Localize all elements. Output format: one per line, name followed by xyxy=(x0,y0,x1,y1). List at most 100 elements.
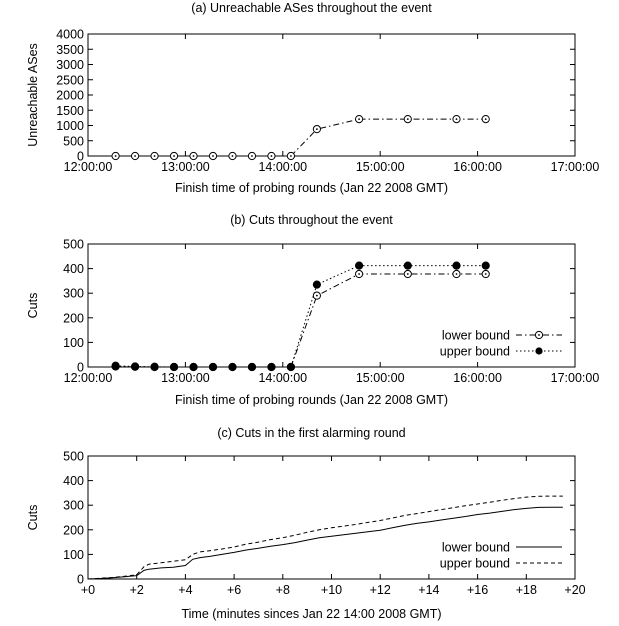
y-axis-label: Cuts xyxy=(26,505,40,531)
legend-marker-center xyxy=(538,334,540,336)
chart-panel-1: (b) Cuts throughout the event 0 100 200 300 4… xyxy=(26,213,599,407)
data-point-center xyxy=(231,155,234,157)
y-tick-label: 3500 xyxy=(56,43,84,57)
data-point xyxy=(354,261,364,270)
x-tick-label: +2 xyxy=(130,583,144,597)
y-tick-label: 500 xyxy=(63,134,84,148)
data-point-center xyxy=(455,118,458,120)
x-tick-label: 15:00:00 xyxy=(356,371,405,385)
x-tick-label: +10 xyxy=(321,583,342,597)
series-line-0 xyxy=(115,273,486,368)
x-tick-label: +18 xyxy=(516,583,537,597)
data-point xyxy=(481,261,490,270)
x-tick-label: 16:00:00 xyxy=(453,160,502,174)
x-tick-label: +20 xyxy=(564,583,585,597)
y-tick-label: 300 xyxy=(63,499,84,513)
data-point-center xyxy=(358,118,360,120)
data-point xyxy=(189,362,198,372)
chart-panel-2: (c) Cuts in the first alarming round 0 100… xyxy=(26,426,586,621)
legend-marker xyxy=(535,347,543,355)
data-point xyxy=(169,362,179,372)
data-point-center xyxy=(290,155,292,157)
y-tick-label: 3000 xyxy=(56,58,84,72)
x-axis-label: Finish time of probing rounds (Jan 22 20… xyxy=(175,181,448,195)
chart-title: (c) Cuts in the first alarming round xyxy=(217,426,405,440)
data-point-center xyxy=(455,273,458,275)
x-tick-label: +0 xyxy=(81,583,95,597)
x-axis-label: Finish time of probing rounds (Jan 22 20… xyxy=(175,393,448,407)
data-point-center xyxy=(251,155,253,157)
x-tick-label: 17:00:00 xyxy=(551,160,600,174)
y-axis-label: Cuts xyxy=(26,293,40,319)
data-point xyxy=(228,362,237,372)
y-tick-label: 1500 xyxy=(56,104,84,118)
data-point xyxy=(208,362,218,372)
data-point-center xyxy=(484,273,487,275)
data-point-center xyxy=(192,155,195,157)
legend-label: upper bound xyxy=(440,557,510,571)
y-tick-label: 0 xyxy=(77,361,84,375)
legend-label: lower bound xyxy=(442,541,510,555)
chart-title: (a) Unreachable ASes throughout the even… xyxy=(191,1,432,15)
y-tick-label: 0 xyxy=(77,573,84,587)
x-tick-label: 13:00:00 xyxy=(161,160,210,174)
data-point-center xyxy=(315,294,318,297)
legend-label: upper bound xyxy=(440,345,510,359)
data-point-center xyxy=(114,155,117,157)
data-point-center xyxy=(484,118,487,120)
y-tick-label: 2000 xyxy=(56,89,84,103)
x-tick-label: 14:00:00 xyxy=(258,160,307,174)
x-tick-label: 13:00:00 xyxy=(161,371,210,385)
y-tick-label: 100 xyxy=(63,336,84,350)
y-tick-label: 300 xyxy=(63,287,84,301)
data-point-center xyxy=(134,155,136,157)
x-tick-label: 12:00:00 xyxy=(64,371,113,385)
x-tick-label: +14 xyxy=(418,583,439,597)
x-tick-label: +12 xyxy=(370,583,391,597)
x-tick-label: 16:00:00 xyxy=(453,371,502,385)
y-tick-label: 1000 xyxy=(56,119,84,133)
chart-panel-0: (a) Unreachable ASes throughout the even… xyxy=(26,1,599,195)
x-axis-label: Time (minutes sinces Jan 22 14:00 2008 G… xyxy=(181,607,441,621)
data-point xyxy=(247,362,257,372)
data-point xyxy=(312,280,321,289)
data-point-center xyxy=(358,273,360,275)
x-tick-label: 17:00:00 xyxy=(551,371,600,385)
legend-label: lower bound xyxy=(442,329,510,343)
x-tick-label: 14:00:00 xyxy=(258,371,307,385)
chart-title: (b) Cuts throughout the event xyxy=(230,213,393,227)
x-tick-label: +8 xyxy=(276,583,290,597)
x-tick-label: +16 xyxy=(467,583,488,597)
series-line-0 xyxy=(87,506,563,580)
data-point-center xyxy=(270,155,273,157)
y-tick-label: 400 xyxy=(63,474,84,488)
x-tick-label: 12:00:00 xyxy=(64,160,113,174)
data-point-center xyxy=(153,155,156,157)
data-point-center xyxy=(406,118,409,120)
x-tick-label: +4 xyxy=(178,583,192,597)
data-point-center xyxy=(173,155,175,157)
data-point xyxy=(403,261,412,270)
y-tick-label: 100 xyxy=(63,548,84,562)
plot-frame xyxy=(87,33,576,157)
x-tick-label: 15:00:00 xyxy=(356,160,405,174)
plot-frame xyxy=(87,243,576,368)
y-axis-label: Unreachable ASes xyxy=(26,43,40,147)
y-tick-label: 4000 xyxy=(56,28,84,42)
data-point xyxy=(452,261,461,270)
data-point-center xyxy=(406,273,409,275)
data-point xyxy=(111,361,120,370)
data-point xyxy=(150,362,159,371)
y-tick-label: 200 xyxy=(63,311,84,325)
x-tick-label: +6 xyxy=(227,583,241,597)
y-tick-label: 500 xyxy=(63,238,84,252)
data-point-center xyxy=(212,155,214,157)
data-point xyxy=(286,362,296,372)
y-tick-label: 200 xyxy=(63,523,84,537)
y-tick-label: 400 xyxy=(63,262,84,276)
series-line-1 xyxy=(87,495,563,580)
series-line-1 xyxy=(115,265,486,368)
data-point-center xyxy=(315,128,318,131)
y-tick-label: 0 xyxy=(77,150,84,164)
